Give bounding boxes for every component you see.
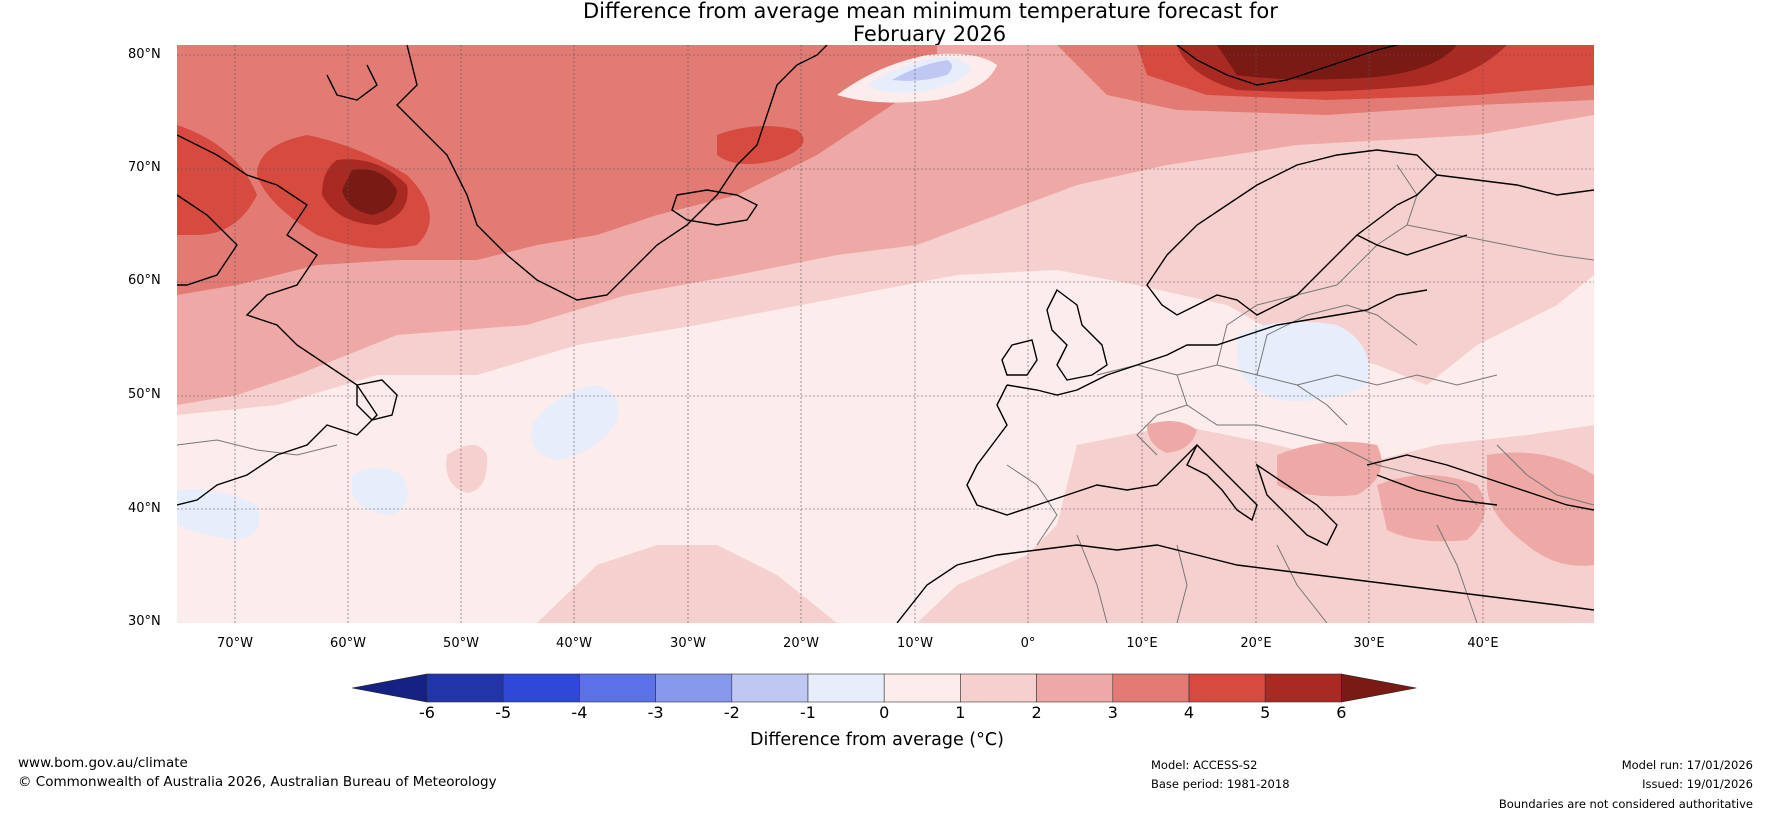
anomaly-patch-cold-arctic-inner	[892, 60, 952, 81]
anomaly-patch-2-3-caucasus	[1487, 452, 1594, 566]
colorbar-cell	[1188, 673, 1266, 703]
anomaly-patch-cold-poland	[1237, 321, 1369, 401]
footer-base-period: Base period: 1981-2018	[1151, 777, 1290, 791]
colorbar-cell	[1264, 673, 1342, 703]
lon-label-40e: 40°E	[1467, 636, 1499, 651]
anomaly-patch-2-3-balkans	[1277, 441, 1382, 497]
anomaly-patch-over-6-arctic	[1217, 45, 1457, 80]
anomaly-patch-over-6-baffin	[342, 169, 397, 215]
lon-label-50w: 50°W	[443, 636, 479, 651]
anomaly-band-1-2-southeast	[917, 425, 1594, 623]
colorbar-tick-label: 0	[879, 703, 890, 722]
lon-label-10e: 10°E	[1126, 636, 1158, 651]
colorbar-tick-label: 4	[1183, 703, 1195, 722]
anomaly-patch-2-3-italy	[1147, 421, 1197, 453]
colorbar-tick-label: -4	[571, 703, 588, 722]
anomaly-patch-cold-usa-east	[177, 489, 260, 540]
colorbar-tick-label: -6	[419, 703, 435, 722]
footer-copyright: © Commonwealth of Australia 2026, Austra…	[18, 774, 497, 790]
lon-label-20w: 20°W	[783, 636, 819, 651]
colorbar-cell	[502, 673, 580, 703]
lat-label-70n: 70°N	[128, 160, 161, 175]
lat-label-80n: 80°N	[128, 47, 161, 62]
lon-label-10w: 10°W	[897, 636, 933, 651]
colorbar-cell	[731, 673, 809, 703]
lat-label-50n: 50°N	[128, 387, 161, 402]
lat-label-30n: 30°N	[128, 614, 161, 629]
colorbar-cell	[1036, 673, 1114, 703]
colorbar-tick-label: 2	[1031, 703, 1042, 722]
lat-label-60n: 60°N	[128, 273, 161, 288]
lat-label-40n: 40°N	[128, 501, 161, 516]
footer-issued: Issued: 19/01/2026	[1642, 777, 1753, 791]
colorbar-tick-label: -3	[647, 703, 664, 722]
lon-label-40w: 40°W	[556, 636, 592, 651]
lon-label-20e: 20°E	[1240, 636, 1272, 651]
colorbar-tick-label: -2	[723, 703, 740, 722]
colorbar-cell	[883, 673, 961, 703]
footer-model-run: Model run: 17/01/2026	[1621, 758, 1753, 772]
colorbar	[352, 673, 1417, 703]
anomaly-patch-cold-azores	[352, 467, 408, 515]
colorbar-tick-label: 3	[1107, 703, 1118, 722]
footer-website: www.bom.gov.au/climate	[18, 755, 188, 771]
forecast-map	[177, 45, 1594, 623]
graticule	[177, 45, 1594, 623]
lon-label-60w: 60°W	[330, 636, 366, 651]
colorbar-cell	[426, 673, 504, 703]
country-borders	[177, 164, 1594, 623]
anomaly-patch-cold-atlantic	[531, 385, 619, 460]
colorbar-cell	[655, 673, 733, 703]
colorbar-tick-label: 5	[1260, 703, 1271, 722]
colorbar-cell	[1112, 673, 1190, 703]
title-line-2: February 2026	[853, 22, 1007, 46]
colorbar-label: Difference from average (°C)	[750, 730, 1004, 750]
footer-disclaimer: Boundaries are not considered authoritat…	[1498, 797, 1753, 811]
lon-label-0: 0°	[1020, 636, 1036, 651]
lon-label-70w: 70°W	[217, 636, 253, 651]
title-line-1: Difference from average mean minimum tem…	[583, 0, 1278, 23]
anomaly-patch-1-2-mid	[446, 445, 488, 493]
coastlines	[177, 45, 1594, 623]
colorbar-tick-label: -5	[495, 703, 512, 722]
colorbar-tick-label: 1	[955, 703, 966, 722]
anomaly-patch-2-3-turkey	[1377, 475, 1485, 542]
anomaly-patch-1-2-sw	[537, 545, 837, 623]
lon-label-30e: 30°E	[1353, 636, 1385, 651]
colorbar-under-triangle	[352, 673, 428, 703]
footer-model: Model: ACCESS-S2	[1151, 758, 1258, 772]
colorbar-cell	[960, 673, 1037, 703]
colorbar-tick-label: -1	[800, 703, 816, 722]
anomaly-patch-4-5-iceland-north	[717, 126, 804, 164]
colorbar-cell	[807, 673, 885, 703]
colorbar-cell	[579, 673, 656, 703]
lon-label-30w: 30°W	[670, 636, 706, 651]
colorbar-tick-label: 6	[1336, 703, 1347, 722]
colorbar-over-triangle	[1341, 673, 1417, 703]
